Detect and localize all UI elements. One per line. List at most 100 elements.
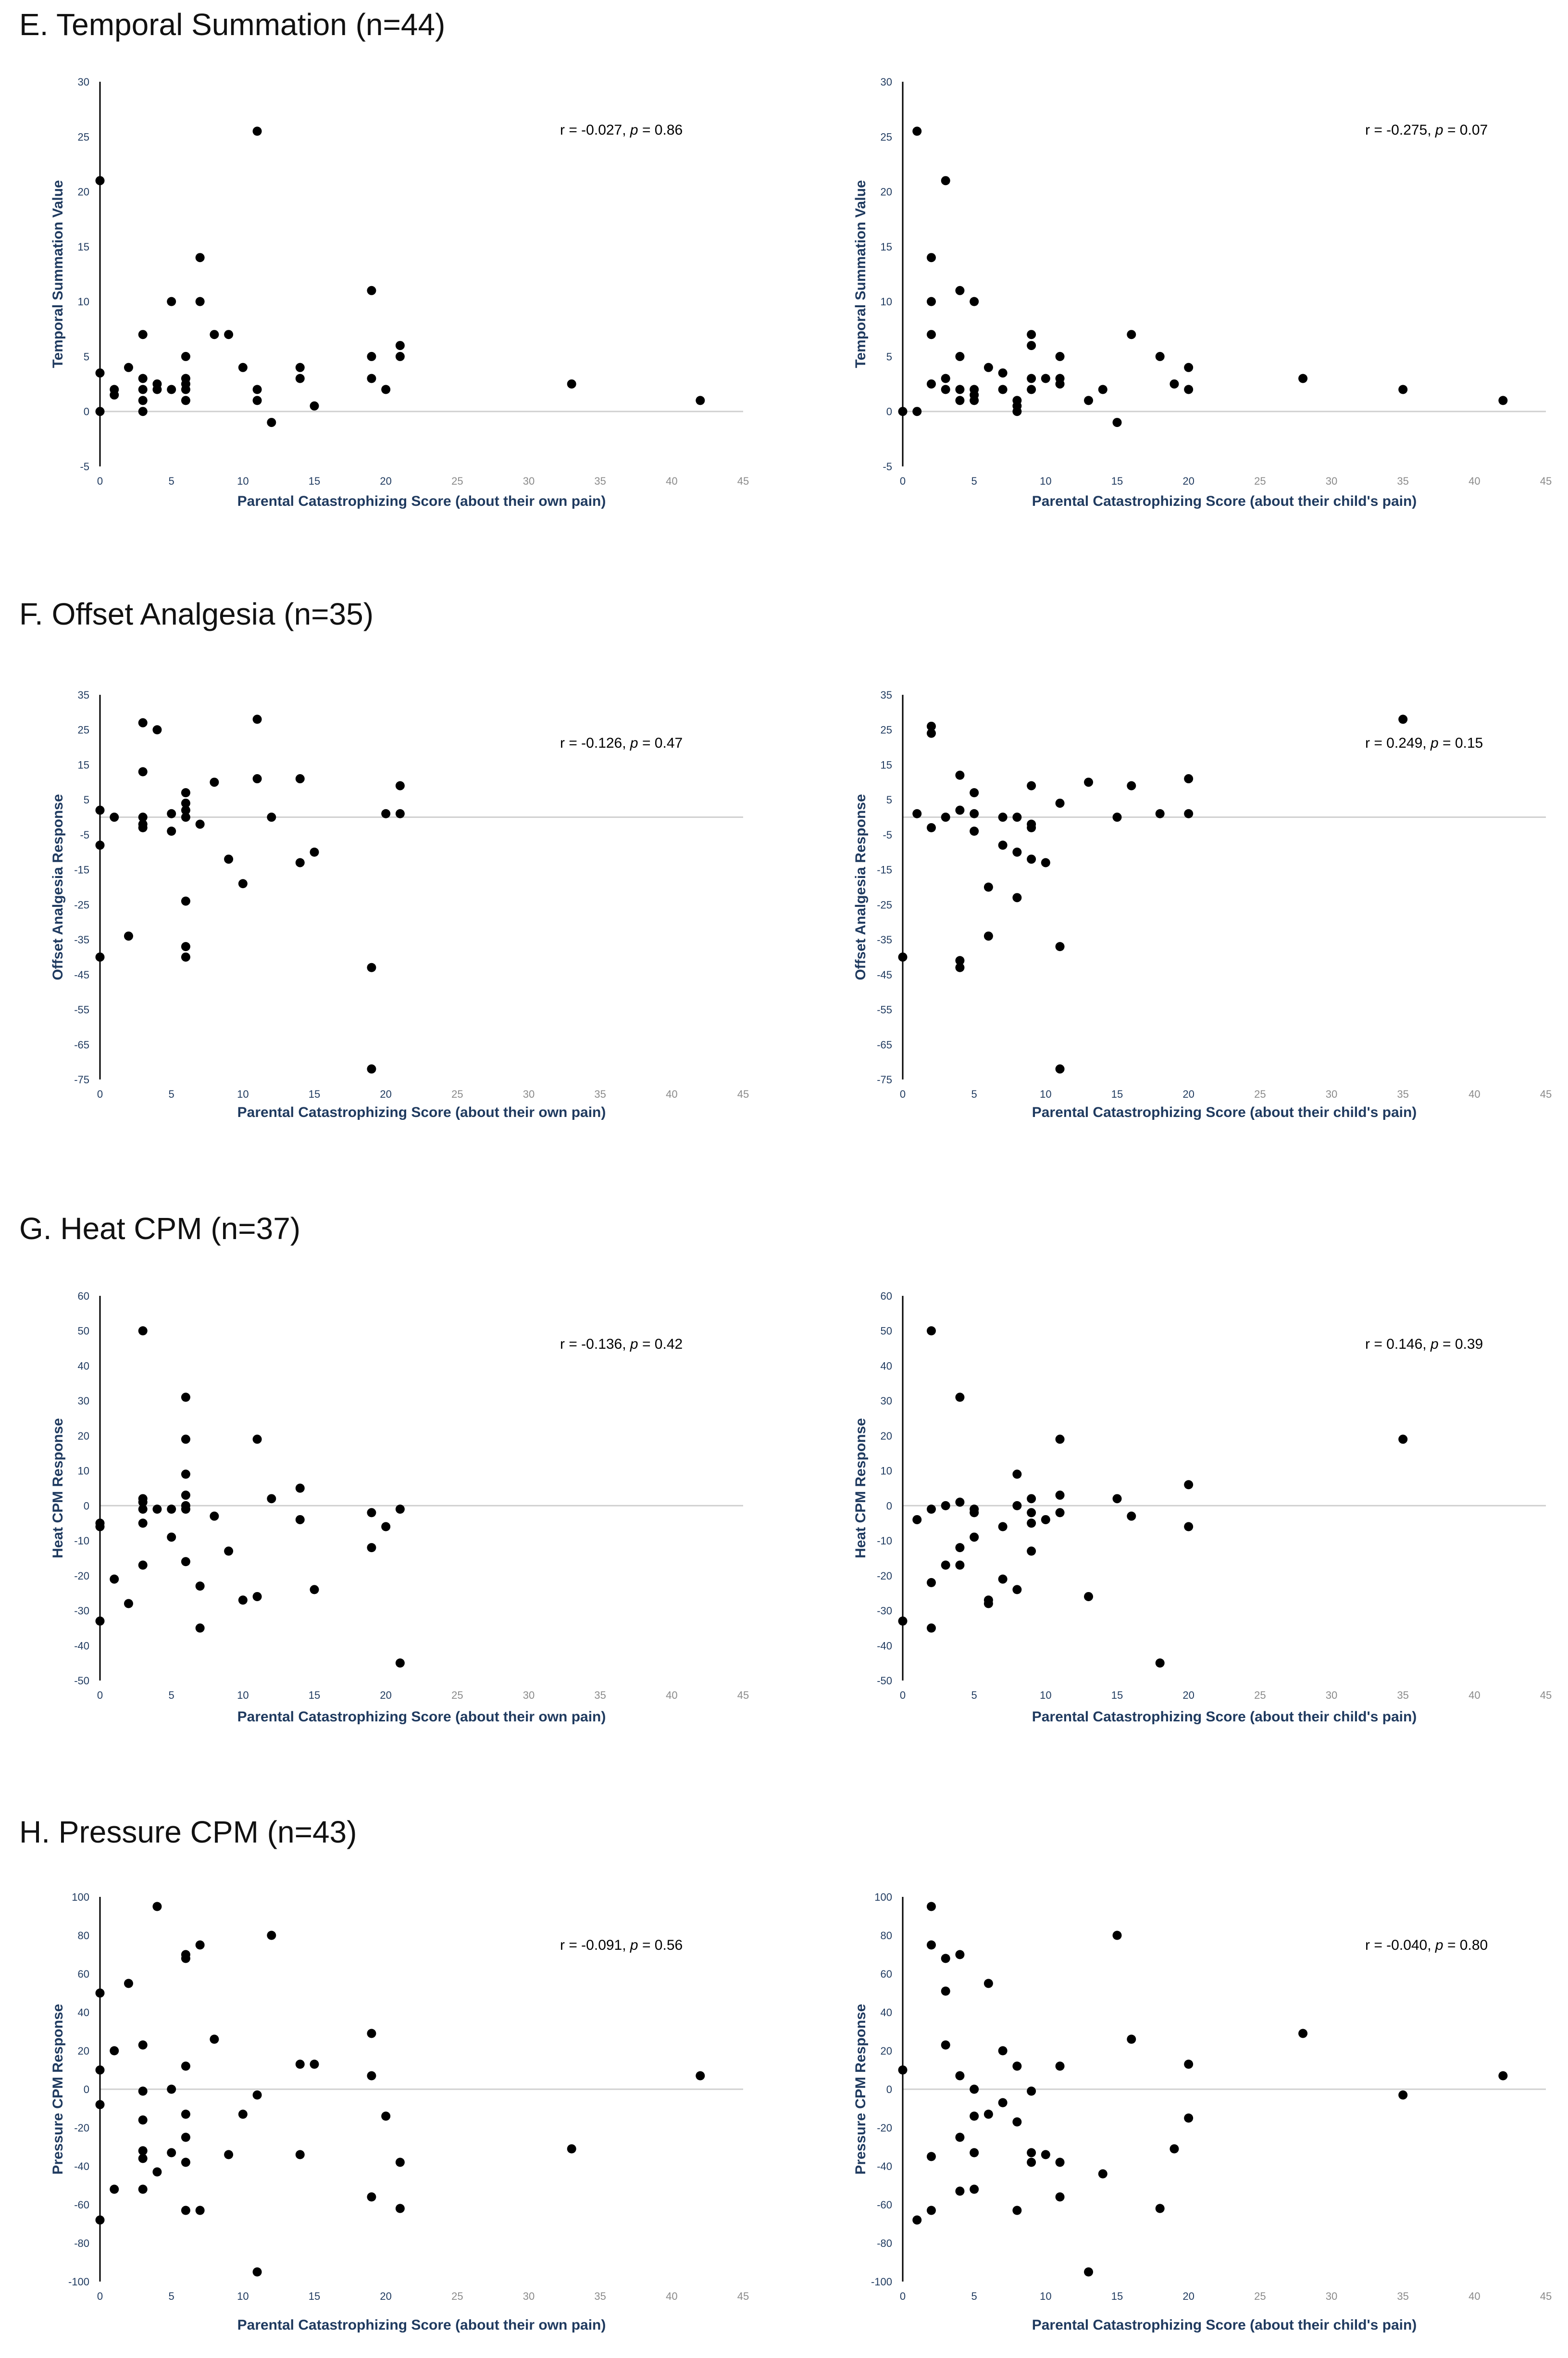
data-point	[941, 385, 950, 394]
scatter-chart-0: -5 0 5 10 15 20 25 30 0 5 10 15 20 25 30 35 40 45 Parental…	[50, 76, 749, 509]
y-tick-label: 25	[78, 131, 89, 143]
x-tick-label: 40	[1468, 1689, 1480, 1701]
data-point	[252, 1434, 262, 1444]
x-tick-label: 40	[666, 1088, 677, 1100]
x-tick-label: 15	[1111, 475, 1123, 487]
data-point	[367, 963, 376, 972]
x-tick-label: 5	[971, 1689, 977, 1701]
x-tick-label: 5	[971, 2290, 977, 2302]
data-point	[970, 297, 979, 306]
x-tick-label: 30	[523, 475, 535, 487]
data-point	[983, 2109, 993, 2119]
data-point	[1184, 2059, 1194, 2069]
data-point	[367, 1508, 376, 1518]
data-point	[181, 2109, 190, 2119]
data-point	[138, 385, 148, 394]
x-tick-label: 0	[900, 1088, 906, 1100]
data-point	[95, 1616, 105, 1626]
y-tick-label: -80	[74, 2237, 89, 2249]
data-point	[1055, 379, 1065, 389]
data-point	[1055, 1064, 1065, 1074]
data-point	[926, 253, 936, 263]
data-point	[381, 809, 391, 818]
x-tick-label: 45	[1540, 2290, 1552, 2302]
data-point	[138, 1505, 148, 1514]
data-point	[955, 805, 965, 815]
y-tick-label: -40	[877, 1640, 892, 1652]
y-tick-label: 0	[886, 1500, 892, 1512]
data-point	[138, 2146, 148, 2156]
y-tick-label: 5	[886, 794, 892, 806]
y-tick-label: -15	[877, 864, 892, 876]
x-tick-label: 25	[1254, 2290, 1266, 2302]
correlation-annotation: r = -0.275, p = 0.07	[1365, 122, 1488, 138]
data-point	[898, 407, 908, 416]
y-tick-label: 20	[881, 2045, 892, 2057]
data-point	[124, 363, 133, 372]
x-tick-label: 45	[1540, 475, 1552, 487]
y-tick-label: 30	[78, 76, 89, 88]
y-tick-label: -65	[74, 1039, 89, 1051]
data-point	[1098, 2169, 1108, 2179]
data-point	[181, 813, 190, 822]
data-point	[912, 2215, 922, 2225]
y-tick-label: -100	[68, 2276, 89, 2288]
data-point	[181, 1491, 190, 1500]
x-tick-label: 30	[1326, 1689, 1337, 1701]
data-point	[1055, 351, 1065, 361]
data-point	[1055, 1434, 1065, 1444]
data-point	[367, 2029, 376, 2038]
data-point	[1112, 418, 1122, 427]
data-point	[138, 813, 148, 822]
data-point	[252, 1592, 262, 1601]
data-point	[1184, 2113, 1194, 2123]
data-point	[1498, 396, 1508, 405]
section-title-offset-analgesia: F. Offset Analgesia (n=35)	[19, 597, 374, 631]
data-point	[1027, 1508, 1036, 1518]
y-tick-label: -10	[877, 1535, 892, 1547]
data-point	[181, 385, 190, 394]
y-tick-label: 15	[881, 241, 892, 253]
y-tick-label: -80	[877, 2237, 892, 2249]
data-point	[181, 396, 190, 405]
data-point	[295, 2059, 305, 2069]
data-point	[1041, 1515, 1050, 1524]
y-tick-label: 100	[874, 1891, 892, 1903]
y-tick-label: -60	[877, 2199, 892, 2211]
y-tick-label: 15	[78, 759, 89, 771]
data-point	[926, 721, 936, 731]
data-point	[167, 297, 176, 306]
data-point	[395, 1505, 405, 1514]
data-point	[395, 809, 405, 818]
data-point	[926, 728, 936, 738]
y-tick-label: -10	[74, 1535, 89, 1547]
data-point	[238, 2109, 248, 2119]
data-point	[110, 2046, 119, 2056]
y-tick-label: -60	[74, 2199, 89, 2211]
y-axis-title: Pressure CPM Response	[50, 2004, 66, 2174]
data-point	[696, 2071, 705, 2081]
data-point	[926, 330, 936, 339]
data-point	[970, 2184, 979, 2194]
data-point	[210, 2034, 219, 2044]
data-point	[955, 956, 965, 966]
data-point	[181, 1557, 190, 1567]
correlation-annotation: r = 0.146, p = 0.39	[1365, 1336, 1483, 1352]
y-tick-label: 60	[78, 1290, 89, 1302]
data-point	[1027, 2157, 1036, 2167]
scatter-chart-6: -100 -80 -60 -40 -20 0 20 40 60 80 100 0 5 10 15 20 25 30…	[50, 1891, 749, 2333]
data-point	[1170, 379, 1179, 389]
x-tick-label: 5	[169, 1088, 174, 1100]
data-point	[941, 813, 950, 822]
x-tick-label: 45	[737, 475, 749, 487]
data-point	[95, 2215, 105, 2225]
data-point	[252, 774, 262, 784]
x-tick-label: 25	[451, 2290, 463, 2302]
data-point	[696, 396, 705, 405]
data-point	[926, 2152, 936, 2161]
data-point	[955, 2186, 965, 2196]
data-point	[955, 1497, 965, 1507]
data-point	[955, 1543, 965, 1553]
y-tick-label: -5	[80, 829, 89, 841]
data-point	[970, 396, 979, 405]
